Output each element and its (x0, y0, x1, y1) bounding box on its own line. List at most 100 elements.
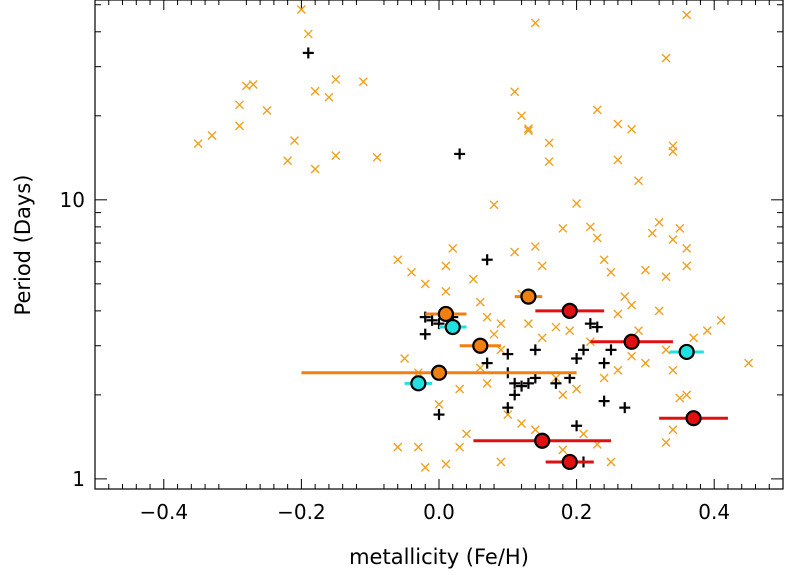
x-point (613, 155, 623, 165)
x-point-stroke (537, 261, 547, 271)
x-point-stroke (572, 199, 582, 209)
x-point-stroke (331, 74, 341, 84)
x-point-stroke (496, 345, 506, 355)
highlight-point (561, 302, 578, 319)
plus-point (481, 254, 493, 266)
x-tick-label: −0.2 (277, 500, 326, 524)
x-point-stroke (578, 429, 588, 439)
x-point-stroke (462, 429, 472, 439)
x-point-stroke (682, 10, 692, 20)
plus-point (502, 402, 514, 414)
x-point (606, 457, 616, 467)
x-point-stroke (599, 255, 609, 265)
x-point-stroke (675, 223, 685, 233)
x-point-stroke (310, 86, 320, 96)
x-point (682, 261, 692, 271)
x-point-stroke (634, 326, 644, 336)
x-point (441, 261, 451, 271)
x-tick-label: 0.0 (423, 500, 455, 524)
x-point (393, 442, 403, 452)
x-point (241, 81, 251, 91)
x-point-stroke (682, 261, 692, 271)
x-point (482, 312, 492, 322)
series-x (193, 4, 754, 472)
x-point-stroke (193, 139, 203, 149)
highlight-point (678, 343, 695, 361)
x-point (661, 53, 671, 63)
x-point-stroke (620, 292, 630, 302)
plus-point (529, 344, 541, 356)
plus-point (619, 402, 631, 414)
x-point (234, 121, 244, 131)
x-point (310, 164, 320, 174)
x-point-stroke (606, 267, 616, 277)
x-point (613, 309, 623, 319)
highlight-point (430, 364, 448, 381)
x-point-stroke (400, 354, 410, 364)
x-point-stroke (523, 126, 533, 136)
x-point (262, 105, 272, 115)
x-point (668, 235, 678, 245)
x-point-stroke (455, 442, 465, 452)
x-point (400, 354, 410, 364)
chart-marks (193, 4, 754, 472)
x-point-stroke (675, 393, 685, 403)
x-point (634, 176, 644, 186)
x-point (234, 100, 244, 110)
x-point (303, 29, 313, 39)
x-point-stroke (599, 373, 609, 383)
x-point (482, 378, 492, 388)
x-point (503, 410, 513, 420)
x-point (654, 217, 664, 227)
x-point (585, 222, 595, 232)
x-point (613, 365, 623, 375)
x-point-stroke (661, 53, 671, 63)
highlight-point (561, 453, 578, 471)
x-point (675, 223, 685, 233)
plus-point (522, 377, 534, 389)
x-point (283, 156, 293, 166)
x-point (744, 358, 754, 368)
x-point (406, 267, 416, 277)
x-point-stroke (468, 274, 478, 284)
y-tick-label: 1 (72, 467, 85, 491)
x-point-stroke (358, 77, 368, 87)
x-point-stroke (544, 138, 554, 148)
highlight-point (472, 337, 489, 354)
x-point (331, 151, 341, 161)
axis-tick-labels: −0.4 −0.2 0.0 0.2 0.4 1 10 (60, 188, 731, 524)
x-point (668, 141, 678, 151)
x-point-stroke (661, 345, 671, 355)
x-point-stroke (558, 223, 568, 233)
plus-point (509, 389, 521, 401)
x-point (510, 247, 520, 257)
x-point (640, 265, 650, 275)
x-point (606, 267, 616, 277)
x-point-stroke (661, 438, 671, 448)
x-point (544, 157, 554, 167)
x-point (448, 243, 458, 253)
x-point (462, 429, 472, 439)
x-point-stroke (441, 286, 451, 296)
highlight-point (520, 288, 537, 305)
x-point (510, 87, 520, 97)
x-point (572, 199, 582, 209)
x-point-stroke (496, 457, 506, 467)
x-point (420, 279, 430, 289)
x-point-stroke (558, 390, 568, 400)
x-point-stroke (640, 265, 650, 275)
x-point (296, 4, 306, 14)
x-point (661, 345, 671, 355)
x-point-stroke (654, 306, 664, 316)
x-point (551, 322, 561, 332)
x-point (613, 119, 623, 129)
plus-point (571, 353, 583, 365)
x-point-stroke (510, 87, 520, 97)
x-point (475, 297, 485, 307)
x-point-stroke (420, 279, 430, 289)
x-point (193, 139, 203, 149)
series-+ (302, 47, 631, 468)
x-point-stroke (406, 267, 416, 277)
x-point (599, 255, 609, 265)
plus-point (516, 380, 528, 392)
